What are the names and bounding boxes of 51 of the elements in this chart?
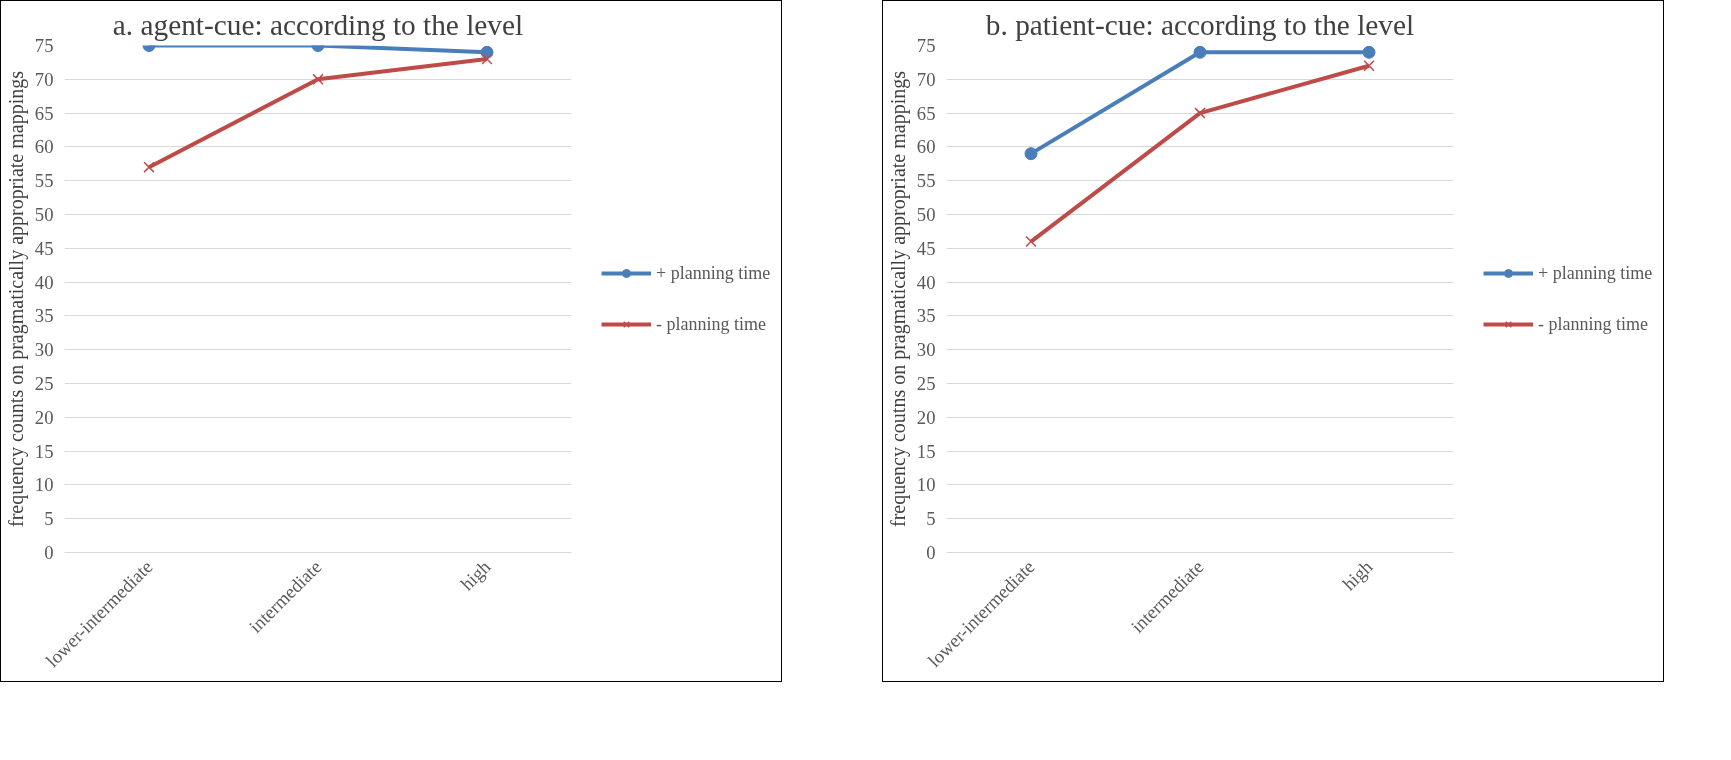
y-tick-label: 50 <box>916 204 936 225</box>
y-tick-label: 35 <box>34 305 54 327</box>
y-tick-label: 60 <box>34 136 54 158</box>
y-tick-label: 15 <box>916 440 936 462</box>
y-tick-label: 35 <box>916 305 936 327</box>
y-axis-title: frequency coutns on pragmatically appropriate mappings <box>886 70 910 527</box>
x-tick-label: high <box>1338 555 1377 595</box>
chart-title: b. patient-cue: according to the level <box>985 8 1415 41</box>
x-tick-label: high <box>456 555 495 595</box>
y-tick-label: 55 <box>916 170 936 192</box>
y-tick-label: 25 <box>34 373 54 394</box>
y-axis-title: frequency counts on pragmatically appropriate mappings <box>4 70 28 527</box>
point <box>1362 45 1376 59</box>
point <box>312 73 324 85</box>
y-tick-label: 25 <box>916 373 936 394</box>
y-tick-label: 5 <box>926 508 936 530</box>
point <box>1025 235 1037 248</box>
y-tick-label: 30 <box>916 339 936 361</box>
point <box>1193 45 1207 59</box>
y-tick-label: 5 <box>44 508 54 530</box>
y-tick-label: 65 <box>34 102 54 124</box>
y-tick-label: 10 <box>916 474 936 496</box>
y-tick-label: 70 <box>916 68 936 90</box>
y-tick-label: 65 <box>916 102 936 124</box>
y-tick-label: 40 <box>34 271 54 293</box>
y-tick-label: 15 <box>34 440 54 462</box>
y-tick-label: 75 <box>916 35 936 56</box>
chart-title: a. agent-cue: according to the level <box>112 8 524 41</box>
point <box>143 161 155 173</box>
legend-label: + planning time <box>656 262 771 284</box>
legend-label: + planning time <box>1538 262 1653 284</box>
legend-label: - planning time <box>1538 313 1648 335</box>
point <box>1194 107 1206 119</box>
y-tick-label: 10 <box>34 474 54 496</box>
y-tick-label: 55 <box>34 170 54 192</box>
y-tick-label: 20 <box>34 406 54 428</box>
y-tick-label: 0 <box>44 542 54 563</box>
y-tick-label: 30 <box>34 339 54 361</box>
y-tick-label: 40 <box>916 271 936 293</box>
y-tick-label: 60 <box>916 136 936 158</box>
y-tick-label: 75 <box>34 35 54 56</box>
point <box>1363 60 1375 72</box>
y-tick-label: 0 <box>926 542 936 563</box>
y-tick-label: 70 <box>34 68 54 90</box>
legend-label: - planning time <box>656 313 766 335</box>
point <box>1024 147 1038 161</box>
y-tick-label: 45 <box>34 237 54 259</box>
y-tick-label: 20 <box>916 406 936 428</box>
y-tick-label: 50 <box>34 204 54 225</box>
y-tick-label: 45 <box>916 237 936 259</box>
point <box>481 53 493 65</box>
